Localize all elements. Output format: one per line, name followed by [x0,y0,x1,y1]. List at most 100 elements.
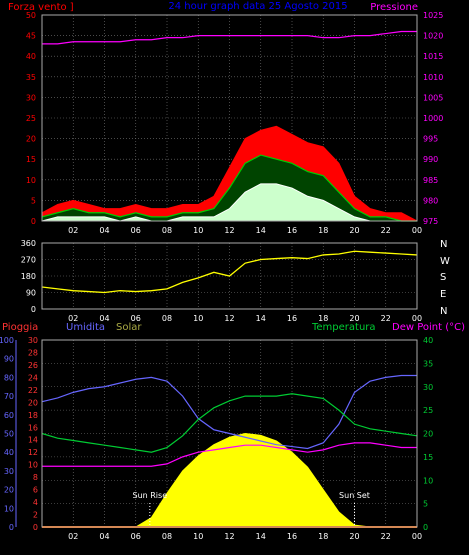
humidity-line [41,374,417,450]
wind-min-area [41,183,417,222]
direction-tick-label: 270 [21,256,36,265]
direction-tick-label: 90 [26,289,36,298]
temperature-tick-label: 10 [423,476,433,485]
text-layer: Forza vento ] 24 hour graph data 25 Agos… [0,1,465,541]
rain-tick-label: 20 [28,398,38,407]
x-tick-label: 06 [131,532,141,541]
x-tick-label: 02 [68,532,78,541]
x-tick-label: 00 [412,532,422,541]
temperature-tick-label: 20 [423,430,433,439]
pressure-tick-label: 1025 [423,11,443,20]
panel-frame-2 [41,242,418,310]
humidity-tick-label: 50 [4,430,14,439]
humidity-tick-label: 40 [4,448,14,457]
x-tick-label: 08 [162,314,172,323]
x-tick-label: 18 [318,226,328,235]
x-tick-label: 16 [287,314,297,323]
temperature-tick-label: 25 [423,406,433,415]
direction-tick-label: 180 [21,272,36,281]
wind-tick-label: 5 [31,196,36,205]
x-tick-label: 12 [224,532,234,541]
wind-tick-label: 30 [26,93,36,102]
x-tick-label: 20 [349,314,359,323]
direction-tick-label: 360 [21,239,36,248]
humidity-tick-label: 100 [0,336,14,345]
chart-title: 24 hour graph data 25 Agosto 2015 [168,1,347,12]
x-tick-label: 14 [256,532,266,541]
pressure-tick-label: 1000 [423,114,443,123]
x-tick-label: 22 [381,226,391,235]
x-tick-label: 06 [131,226,141,235]
wind-tick-label: 45 [26,32,36,41]
temperature-tick-label: 35 [423,359,433,368]
dewpoint-line [42,442,417,467]
rain-tick-label: 0 [33,523,38,532]
compass-label-w: W [440,256,450,267]
rain-tick-label: 4 [33,498,38,507]
wind-avg-line [41,154,417,222]
x-tick-label: 22 [381,314,391,323]
wind-tick-label: 10 [26,176,36,185]
humidity-tick-label: 80 [4,373,14,382]
compass-label-s: S [440,272,446,283]
temperature-tick-label: 5 [423,500,428,509]
rain-tick-label: 24 [28,373,38,382]
rain-tick-label: 30 [28,336,38,345]
humidity-tick-label: 60 [4,411,14,420]
x-tick-label: 04 [99,226,109,235]
rain-axis-title: Pioggia [2,322,38,333]
pressure-tick-label: 975 [423,217,438,226]
pressure-tick-label: 1015 [423,52,443,61]
marks-layer [41,30,418,528]
temperature-tick-label: 15 [423,453,433,462]
pressure-tick-label: 1010 [423,73,443,82]
pressure-tick-label: 1020 [423,32,443,41]
temperature-axis-title: Temperatura [311,322,376,333]
x-tick-label: 10 [193,314,203,323]
x-tick-label: 16 [287,532,297,541]
rain-tick-label: 16 [28,423,38,432]
rain-tick-label: 14 [28,436,38,445]
humidity-tick-label: 10 [4,504,14,513]
dewpoint-axis-title: Dew Point (°C) [392,322,465,333]
wind-tick-label: 40 [26,52,36,61]
pressure-tick-label: 990 [423,155,438,164]
pressure-tick-label: 995 [423,135,438,144]
rain-tick-label: 2 [33,511,38,520]
pressure-axis-title: Pressione [370,2,418,13]
compass-label-n-top: N [440,239,447,250]
x-tick-label: 10 [193,226,203,235]
compass-label-n-bottom: N [440,306,447,317]
rain-tick-label: 12 [28,448,38,457]
x-tick-label: 02 [68,226,78,235]
temperature-tick-label: 0 [423,523,428,532]
rain-tick-label: 8 [33,473,38,482]
x-tick-label: 10 [193,532,203,541]
x-tick-label: 12 [224,226,234,235]
humidity-tick-label: 20 [4,486,14,495]
x-tick-label: 00 [412,226,422,235]
rain-tick-label: 6 [33,486,38,495]
wind-tick-label: 25 [26,114,36,123]
x-tick-label: 04 [99,532,109,541]
compass-label-e: E [440,289,446,300]
wind-direction-line [41,250,418,294]
wind-tick-label: 50 [26,11,36,20]
rain-tick-label: 22 [28,386,38,395]
x-tick-label: 12 [224,314,234,323]
rain-tick-label: 28 [28,348,38,357]
x-tick-label: 06 [131,314,141,323]
humidity-tick-label: 30 [4,467,14,476]
pressure-tick-label: 985 [423,176,438,185]
sunset-label: Sun Set [339,491,370,500]
sunrise-label: Sun Rise [132,491,167,500]
x-tick-label: 16 [287,226,297,235]
wind-tick-label: 0 [31,217,36,226]
x-tick-label: 04 [99,314,109,323]
temperature-tick-label: 40 [423,336,433,345]
direction-tick-label: 0 [31,305,36,314]
x-tick-label: 14 [256,314,266,323]
x-tick-label: 20 [349,532,359,541]
wind-tick-label: 20 [26,135,36,144]
